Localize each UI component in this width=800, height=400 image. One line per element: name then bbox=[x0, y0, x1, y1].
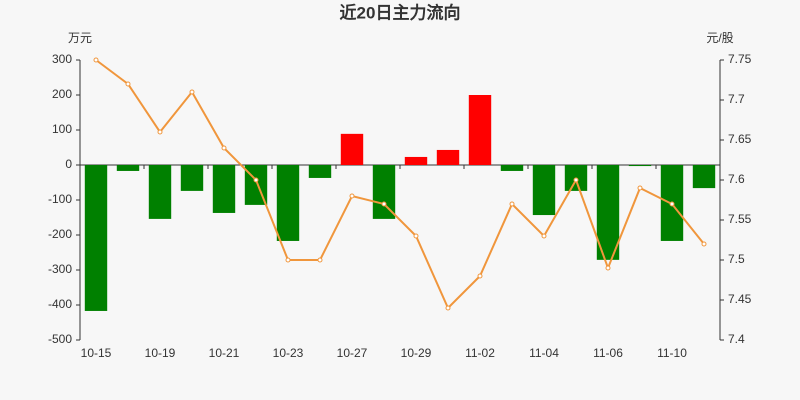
bar bbox=[84, 165, 108, 311]
bar bbox=[628, 165, 652, 167]
x-tick-label: 10-15 bbox=[81, 346, 112, 360]
point bbox=[349, 193, 355, 199]
y2-tick-label: 7.6 bbox=[728, 172, 745, 186]
point bbox=[157, 129, 163, 135]
bar bbox=[340, 133, 364, 165]
y-tick-label: 300 bbox=[52, 52, 72, 66]
point bbox=[413, 233, 419, 239]
bar bbox=[308, 165, 332, 178]
y-tick-label: -300 bbox=[48, 262, 72, 276]
x-tick-label: 10-23 bbox=[273, 346, 304, 360]
bar bbox=[596, 165, 620, 260]
bar bbox=[148, 165, 172, 219]
y-tick-label: -500 bbox=[48, 332, 72, 346]
bar bbox=[532, 165, 556, 216]
point bbox=[605, 265, 611, 271]
x-tick-label: 10-21 bbox=[209, 346, 240, 360]
point bbox=[573, 177, 579, 183]
point bbox=[93, 57, 99, 63]
y2-axis-label: 元/股 bbox=[706, 31, 733, 45]
y-tick-label: 100 bbox=[52, 122, 72, 136]
y-axis-label: 万元 bbox=[68, 31, 92, 45]
x-tick-label: 10-19 bbox=[145, 346, 176, 360]
point bbox=[477, 273, 483, 279]
point bbox=[509, 201, 515, 207]
x-tick-label: 11-10 bbox=[657, 346, 687, 360]
point bbox=[317, 257, 323, 263]
point bbox=[381, 201, 387, 207]
x-tick-label: 11-06 bbox=[593, 346, 623, 360]
point bbox=[541, 233, 547, 239]
bar bbox=[276, 165, 300, 241]
bar bbox=[436, 149, 460, 165]
bar bbox=[500, 165, 524, 171]
bar bbox=[116, 165, 140, 171]
bar bbox=[404, 156, 428, 165]
point bbox=[669, 201, 675, 207]
bar bbox=[180, 165, 204, 191]
bar bbox=[692, 165, 716, 189]
y2-tick-label: 7.5 bbox=[728, 252, 745, 266]
bar bbox=[468, 95, 492, 165]
y-tick-label: 200 bbox=[52, 87, 72, 101]
y-tick-label: -100 bbox=[48, 192, 72, 206]
y2-tick-label: 7.7 bbox=[728, 92, 745, 106]
point bbox=[125, 81, 131, 87]
point bbox=[637, 185, 643, 191]
bar bbox=[212, 165, 236, 213]
y-tick-label: 0 bbox=[65, 157, 72, 171]
x-tick-label: 10-29 bbox=[401, 346, 432, 360]
x-tick-label: 11-04 bbox=[529, 346, 559, 360]
x-tick-label: 10-27 bbox=[337, 346, 368, 360]
y-tick-label: -200 bbox=[48, 227, 72, 241]
point bbox=[189, 89, 195, 95]
point bbox=[701, 241, 707, 247]
line bbox=[95, 59, 705, 310]
y-tick-label: -400 bbox=[48, 297, 72, 311]
point bbox=[445, 305, 451, 311]
point bbox=[253, 177, 259, 183]
chart-title: 近20日主力流向 bbox=[340, 2, 461, 22]
bar bbox=[372, 165, 396, 219]
y2-tick-label: 7.65 bbox=[728, 132, 752, 146]
y2-tick-label: 7.55 bbox=[728, 212, 752, 226]
y2-tick-label: 7.45 bbox=[728, 292, 752, 306]
x-tick-label: 11-02 bbox=[465, 346, 495, 360]
y2-tick-label: 7.4 bbox=[728, 332, 745, 346]
point bbox=[221, 145, 227, 151]
point bbox=[285, 257, 291, 263]
y2-tick-label: 7.75 bbox=[728, 52, 752, 66]
